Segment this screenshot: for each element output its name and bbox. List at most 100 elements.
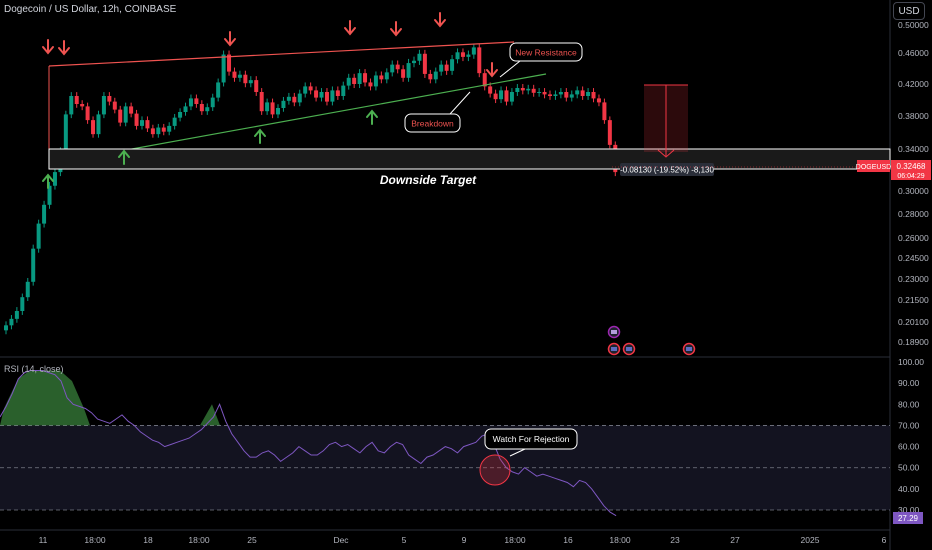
candle-body (25, 281, 30, 298)
candle-body (314, 90, 319, 98)
rsi-callout (484, 428, 578, 450)
candle-body (85, 106, 90, 121)
rsi-line (0, 370, 617, 517)
price-axis-label: 0.26000 (898, 233, 929, 243)
candle-body (303, 86, 308, 94)
symbol-tag: DOGEUSD (856, 164, 891, 171)
candle-body (129, 106, 134, 114)
candle-body (520, 88, 525, 91)
candle-body (493, 93, 498, 100)
candle-body (101, 96, 106, 115)
time-axis-label: 25 (247, 535, 257, 545)
candle-body (395, 64, 400, 70)
candle-body (259, 92, 264, 112)
resistance-arrow-icon (42, 39, 54, 55)
candle-body (488, 86, 493, 94)
candle-body (91, 120, 96, 135)
candle-body (390, 64, 395, 73)
price-axis-label: 0.34000 (898, 144, 929, 154)
resistance-arrow-icon (58, 40, 70, 56)
candle-body (482, 73, 487, 87)
event-flag-icon (686, 347, 692, 351)
candle-body (194, 98, 199, 104)
currency-button[interactable]: USD (893, 2, 925, 20)
candle-body (276, 108, 280, 115)
candle-body (439, 64, 444, 72)
rsi-axis-label: 80.00 (898, 399, 920, 409)
breakdown-callout-text: Breakdown (411, 119, 454, 129)
candle-body (607, 120, 612, 145)
candle-body (531, 88, 536, 93)
candle-body (232, 71, 237, 78)
rsi-axis-label: 100.00 (898, 357, 924, 367)
candle-body (591, 92, 596, 99)
candle-body (542, 92, 547, 95)
candle-body (564, 92, 569, 98)
candle-body (401, 69, 406, 78)
candle-body (107, 96, 112, 102)
candle-body (596, 98, 601, 103)
candle-body (237, 74, 242, 78)
candle-body (178, 112, 183, 118)
candle-body (183, 106, 188, 112)
candle-body (509, 92, 514, 102)
candle-body (379, 75, 384, 80)
candle-body (199, 104, 204, 112)
candle-body (248, 80, 253, 84)
time-axis-label: 18:00 (188, 535, 210, 545)
time-axis-label: 16 (563, 535, 573, 545)
candle-body (297, 93, 302, 103)
candle-body (172, 117, 177, 126)
candle-body (433, 71, 438, 80)
rsi-axis-label: 30.00 (898, 505, 920, 515)
rsi-axis-label: 60.00 (898, 442, 920, 452)
candle-body (123, 106, 128, 123)
rsi-callout-text: Watch For Rejection (493, 434, 570, 444)
candle-body (47, 185, 52, 205)
time-axis-label: 18:00 (504, 535, 526, 545)
resistance-arrow-icon (224, 31, 236, 47)
candle-body (308, 86, 313, 91)
candle-body (602, 102, 607, 121)
candle-body (14, 311, 19, 319)
candle-body (20, 297, 25, 311)
candle-body (515, 88, 520, 92)
candle-body (352, 77, 357, 84)
price-axis-label: 0.42000 (898, 79, 929, 89)
time-axis-label: 6 (882, 535, 887, 545)
current-price: 0.32468 (897, 162, 926, 171)
candle-body (4, 325, 8, 331)
candle-body (406, 63, 411, 78)
candle-body (161, 127, 166, 132)
time-axis-label: 18:00 (84, 535, 106, 545)
countdown: 06:04:29 (897, 173, 924, 180)
candle-body (265, 102, 270, 112)
time-axis-label: 27 (730, 535, 740, 545)
candle-body (42, 204, 47, 224)
current-price-tag-bg (891, 160, 931, 180)
candle-body (292, 96, 297, 103)
candle-body (210, 97, 215, 108)
candle-body (74, 96, 79, 104)
rsi-rejection-circle (479, 454, 511, 486)
candle-body (167, 125, 172, 132)
candle-body (330, 90, 335, 102)
price-axis-label: 0.24500 (898, 253, 929, 263)
price-axis-label: 0.18900 (898, 337, 929, 347)
downside-target-zone (48, 148, 891, 170)
downside-target-label: Downside Target (380, 173, 477, 187)
time-axis-label: 18:00 (609, 535, 631, 545)
rsi-axis-label: 90.00 (898, 378, 920, 388)
candle-body (373, 75, 378, 87)
breakdown-callout (404, 113, 461, 133)
event-flag-icon (626, 347, 632, 351)
candle-body (526, 88, 531, 91)
candle-body (471, 47, 476, 55)
measure-arrow-icon (657, 149, 675, 158)
candle-body (444, 64, 449, 71)
candle-body (558, 92, 563, 95)
support-arrow-icon (118, 149, 130, 165)
time-axis-label: 23 (670, 535, 680, 545)
rsi-axis-label: 40.00 (898, 484, 920, 494)
